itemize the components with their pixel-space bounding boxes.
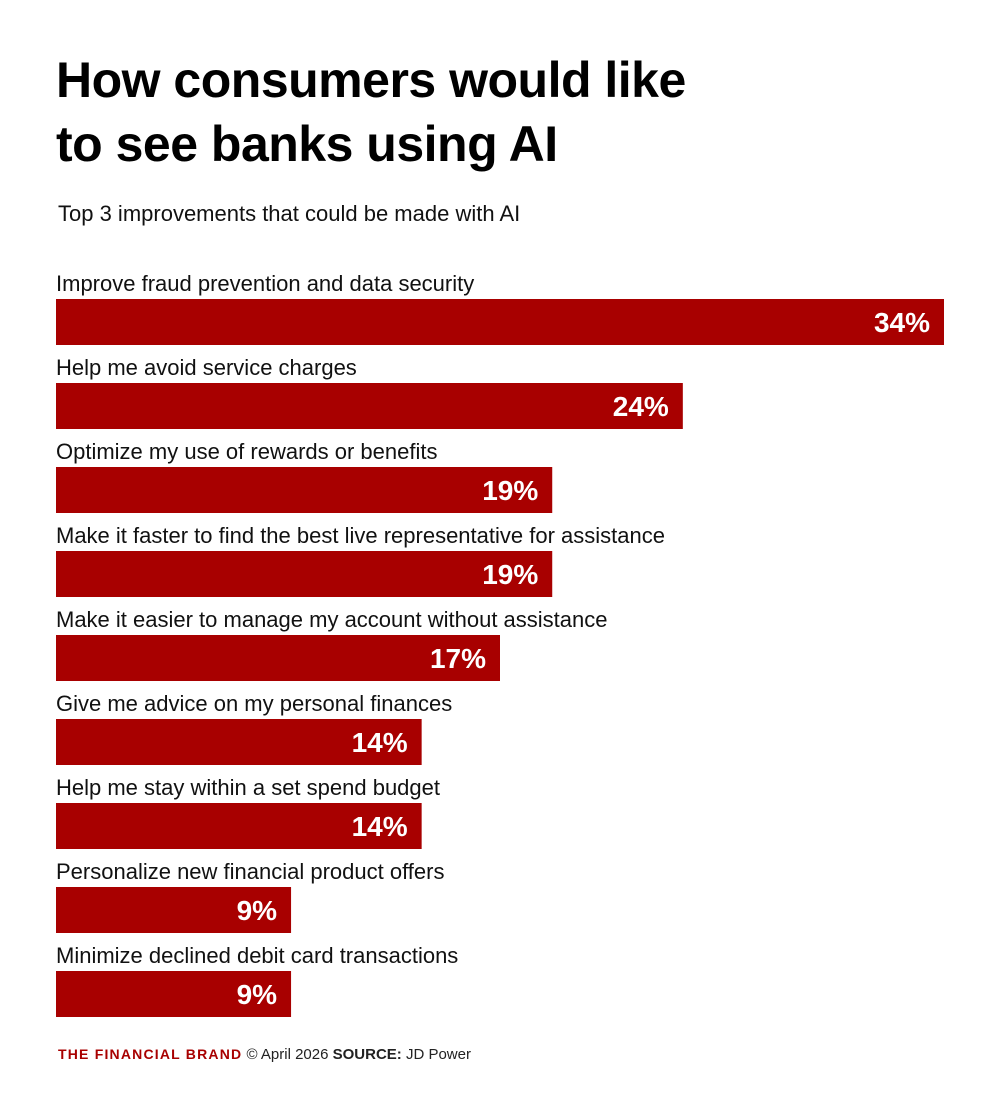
bar-value-label: 9% <box>237 895 278 926</box>
bar-value-label: 19% <box>482 559 538 590</box>
bar <box>56 383 683 429</box>
category-label: Personalize new financial product offers <box>56 859 444 884</box>
category-label: Minimize declined debit card transaction… <box>56 943 458 968</box>
bar <box>56 299 944 345</box>
category-label: Improve fraud prevention and data securi… <box>56 271 474 296</box>
footer: THE FINANCIAL BRAND © April 2026 SOURCE:… <box>58 1044 471 1065</box>
chart-subtitle: Top 3 improvements that could be made wi… <box>58 201 521 226</box>
category-label: Help me stay within a set spend budget <box>56 775 440 800</box>
bar-value-label: 24% <box>613 391 669 422</box>
bar <box>56 887 292 933</box>
bar <box>56 551 553 597</box>
bar-value-label: 17% <box>430 643 486 674</box>
category-label: Make it easier to manage my account with… <box>56 607 608 632</box>
chart-title-line-1: How consumers would like <box>56 52 686 108</box>
bar <box>56 635 500 681</box>
bar-value-label: 9% <box>237 979 278 1010</box>
chart-title-line-2: to see banks using AI <box>56 116 558 172</box>
footer-source-label: SOURCE: <box>332 1046 402 1063</box>
bar-value-label: 19% <box>482 475 538 506</box>
bar <box>56 719 422 765</box>
footer-source: JD Power <box>405 1046 471 1063</box>
category-label: Give me advice on my personal finances <box>56 691 452 716</box>
chart-title: How consumers would like to see banks us… <box>56 48 956 176</box>
bar <box>56 467 553 513</box>
bar <box>56 803 422 849</box>
bar-value-label: 14% <box>352 811 408 842</box>
bar-value-label: 14% <box>352 727 408 758</box>
bar-value-label: 34% <box>874 307 930 338</box>
category-label: Make it faster to find the best live rep… <box>56 523 665 548</box>
category-label: Help me avoid service charges <box>56 355 357 380</box>
footer-date: © April 2026 <box>246 1046 329 1063</box>
footer-brand: THE FINANCIAL BRAND <box>58 1046 243 1062</box>
category-label: Optimize my use of rewards or benefits <box>56 439 437 464</box>
bar <box>56 971 292 1017</box>
